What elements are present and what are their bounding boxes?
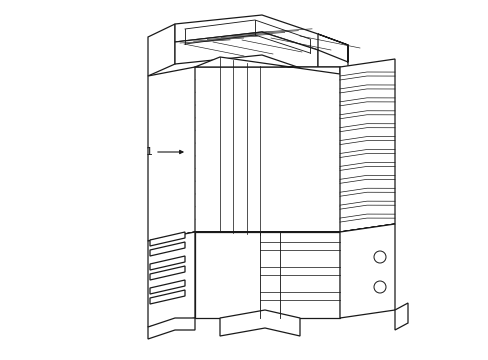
Polygon shape	[150, 242, 184, 256]
Polygon shape	[148, 224, 394, 241]
Polygon shape	[187, 67, 346, 232]
Polygon shape	[150, 290, 184, 304]
Polygon shape	[150, 232, 184, 246]
Text: 1: 1	[146, 147, 153, 157]
Polygon shape	[195, 57, 339, 74]
Polygon shape	[317, 34, 347, 85]
Polygon shape	[150, 280, 184, 294]
Polygon shape	[148, 67, 195, 241]
Polygon shape	[148, 232, 195, 327]
Polygon shape	[148, 318, 195, 339]
Polygon shape	[175, 32, 317, 74]
Polygon shape	[394, 303, 407, 330]
Polygon shape	[175, 15, 317, 50]
Polygon shape	[150, 266, 184, 280]
Polygon shape	[195, 232, 339, 318]
Polygon shape	[150, 256, 184, 270]
Polygon shape	[148, 24, 175, 76]
Polygon shape	[220, 310, 299, 336]
Polygon shape	[339, 224, 394, 318]
Polygon shape	[339, 59, 394, 232]
